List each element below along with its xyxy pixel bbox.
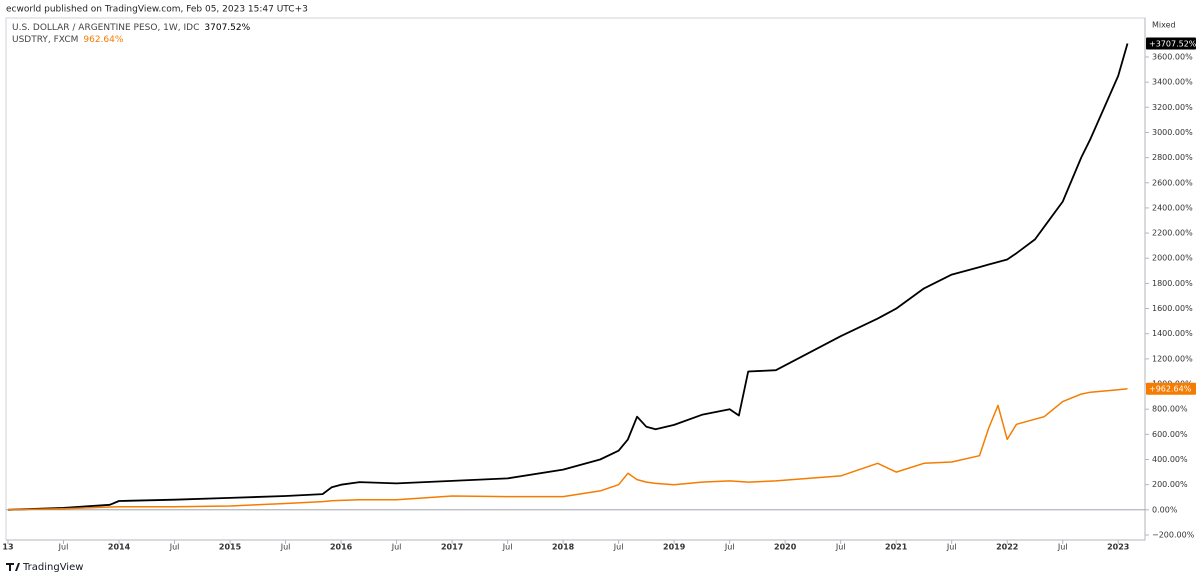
x-tick-label: 2021 xyxy=(885,543,908,552)
x-tick-label: Jul xyxy=(58,543,69,552)
x-tick-label: 2017 xyxy=(441,543,463,552)
footer-brand: TradingView xyxy=(22,562,83,573)
price-badge xyxy=(1146,382,1196,395)
y-tick-label: 200.00% xyxy=(1152,480,1188,489)
x-tick-label: Jul xyxy=(169,543,180,552)
y-tick-label: 400.00% xyxy=(1152,455,1188,464)
y-tick-label: 3600.00% xyxy=(1152,52,1193,61)
y-tick-label: 600.00% xyxy=(1152,430,1188,439)
x-tick-label: Jul xyxy=(835,543,846,552)
x-tick-label: 2016 xyxy=(330,543,353,552)
plot-frame xyxy=(5,17,1146,541)
x-tick-label: 2022 xyxy=(996,543,1018,552)
legend-name: USDTRY, FXCM xyxy=(12,35,78,45)
x-tick-label: Jul xyxy=(946,543,957,552)
legend-entry: USDTRY, FXCM 962.64% xyxy=(12,35,124,45)
scale-mode: Mixed xyxy=(1152,21,1176,30)
x-tick-label: 2015 xyxy=(219,543,242,552)
legend-value: 962.64% xyxy=(83,35,123,45)
y-tick-label: 2800.00% xyxy=(1152,153,1193,162)
y-tick-label: 1600.00% xyxy=(1152,304,1193,313)
series-line xyxy=(7,43,1129,511)
price-badge-label: +962.64% xyxy=(1149,385,1192,394)
x-tick-label: 2020 xyxy=(774,543,797,552)
y-tick-label: −200.00% xyxy=(1152,530,1195,539)
x-tick-label: Jul xyxy=(280,543,291,552)
x-tick-label: Jul xyxy=(502,543,513,552)
x-tick-label: Jul xyxy=(613,543,624,552)
x-tick-label: 2018 xyxy=(552,543,575,552)
y-tick-label: 2000.00% xyxy=(1152,254,1193,263)
legend-name: U.S. DOLLAR / ARGENTINE PESO, 1W, IDC xyxy=(12,23,199,33)
x-tick-label: Jul xyxy=(391,543,402,552)
tv-logo xyxy=(6,563,20,571)
y-tick-label: 1400.00% xyxy=(1152,329,1193,338)
legend-value: 3707.52% xyxy=(204,23,250,33)
price-badge xyxy=(1146,37,1196,50)
x-tick-label: Jul xyxy=(724,543,735,552)
series-line xyxy=(7,387,1128,511)
y-tick-label: 800.00% xyxy=(1152,405,1188,414)
price-badge-label: +3707.52% xyxy=(1149,39,1197,48)
publish-header: ecworld published on TradingView.com, Fe… xyxy=(6,5,308,15)
y-tick-label: 0.00% xyxy=(1152,505,1178,514)
y-tick-label: 2600.00% xyxy=(1152,178,1193,187)
x-tick-label: 13 xyxy=(2,543,13,552)
x-tick-label: Jul xyxy=(1057,543,1068,552)
y-tick-label: 1800.00% xyxy=(1152,279,1193,288)
y-tick-label: 2400.00% xyxy=(1152,203,1193,212)
x-tick-label: 2019 xyxy=(663,543,686,552)
x-tick-label: 2014 xyxy=(108,543,131,552)
x-tick-label: 2023 xyxy=(1107,543,1129,552)
y-tick-label: 1200.00% xyxy=(1152,354,1193,363)
y-tick-label: 3000.00% xyxy=(1152,128,1193,137)
y-tick-label: 3400.00% xyxy=(1152,78,1193,87)
legend-entry: U.S. DOLLAR / ARGENTINE PESO, 1W, IDC 370… xyxy=(12,23,251,33)
y-tick-label: 2200.00% xyxy=(1152,229,1193,238)
y-tick-label: 3200.00% xyxy=(1152,103,1193,112)
